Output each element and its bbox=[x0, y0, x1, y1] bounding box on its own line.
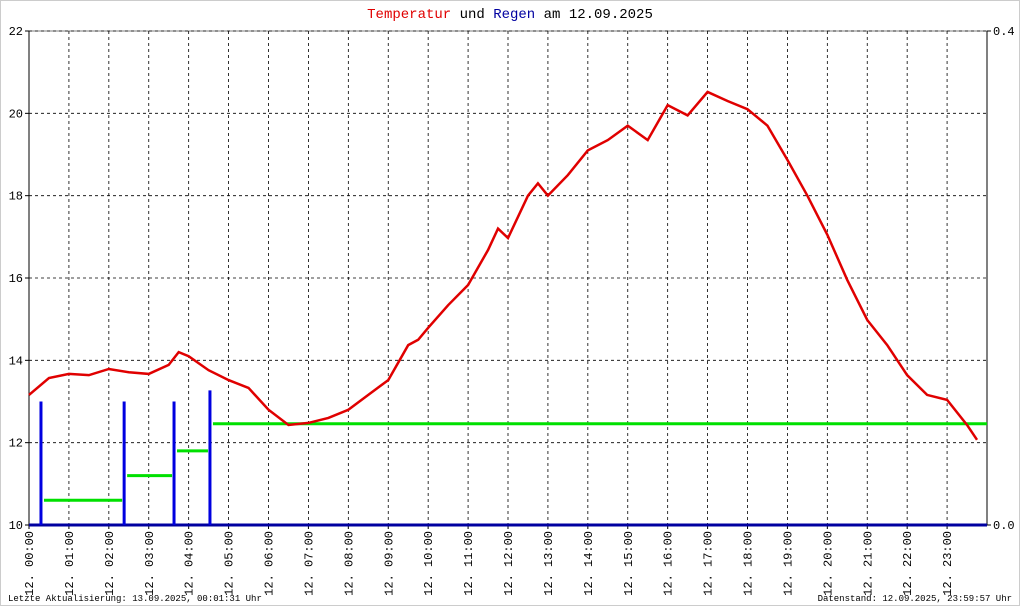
title-end: am 12.09.2025 bbox=[544, 7, 653, 23]
x-tick-label: 12. 15:00 bbox=[622, 531, 636, 596]
y-tick-label: 22 bbox=[9, 25, 23, 39]
rain-bar bbox=[39, 401, 43, 525]
y-tick-label: 12 bbox=[9, 437, 23, 451]
x-tick-label: 12. 06:00 bbox=[263, 531, 277, 596]
x-tick-label: 12. 05:00 bbox=[223, 531, 237, 596]
x-tick-label: 12. 22:00 bbox=[901, 531, 915, 596]
x-tick-label: 12. 04:00 bbox=[183, 531, 197, 596]
footer-right: Datenstand: 12.09.2025, 23:59:57 Uhr bbox=[818, 594, 1012, 604]
x-tick-label: 12. 03:00 bbox=[143, 531, 157, 596]
y-tick-label: 10 bbox=[9, 519, 23, 533]
footer-left: Letzte Aktualisierung: 13.09.2025, 00:01… bbox=[8, 594, 262, 604]
title-middle: und bbox=[460, 7, 485, 23]
x-tick-label: 12. 01:00 bbox=[63, 531, 77, 596]
rain-bar bbox=[122, 401, 126, 525]
x-tick-label: 12. 13:00 bbox=[542, 531, 556, 596]
y-tick-label: 20 bbox=[9, 107, 23, 121]
x-tick-label: 12. 11:00 bbox=[462, 531, 476, 596]
x-tick-label: 12. 09:00 bbox=[382, 531, 396, 596]
y2-tick-label: 0.4 bbox=[993, 25, 1015, 39]
x-tick-label: 12. 07:00 bbox=[302, 531, 316, 596]
x-tick-label: 12. 17:00 bbox=[702, 531, 716, 596]
x-tick-label: 12. 16:00 bbox=[662, 531, 676, 596]
y2-tick-label: 0.0 bbox=[993, 519, 1015, 533]
x-tick-label: 12. 08:00 bbox=[342, 531, 356, 596]
title-rain: Regen bbox=[493, 7, 535, 23]
x-tick-label: 12. 18:00 bbox=[742, 531, 756, 596]
y-tick-label: 18 bbox=[9, 190, 23, 204]
x-tick-label: 12. 12:00 bbox=[502, 531, 516, 596]
x-tick-label: 12. 14:00 bbox=[582, 531, 596, 596]
x-tick-label: 12. 00:00 bbox=[23, 531, 37, 596]
x-tick-label: 12. 10:00 bbox=[422, 531, 436, 596]
temperature-line bbox=[28, 90, 979, 441]
x-tick-label: 12. 20:00 bbox=[821, 531, 835, 596]
x-tick-label: 12. 21:00 bbox=[861, 531, 875, 596]
x-tick-label: 12. 19:00 bbox=[781, 531, 795, 596]
x-tick-label: 12. 02:00 bbox=[103, 531, 117, 596]
y-tick-label: 14 bbox=[9, 354, 23, 368]
rain-bar bbox=[172, 401, 176, 525]
chart-title: Temperatur und Regen am 12.09.2025 bbox=[367, 7, 653, 23]
rain-bar bbox=[208, 390, 212, 525]
title-temp: Temperatur bbox=[367, 7, 451, 23]
x-tick-label: 12. 23:00 bbox=[941, 531, 955, 596]
y-tick-label: 16 bbox=[9, 272, 23, 286]
